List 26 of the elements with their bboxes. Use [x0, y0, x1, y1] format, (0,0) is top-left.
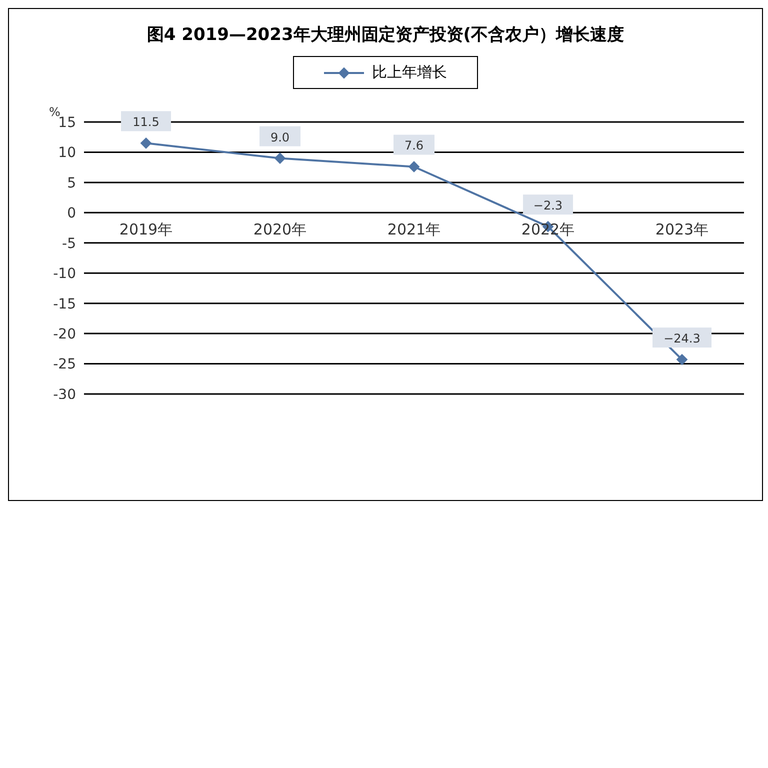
x-tick-label: 2019年: [119, 220, 173, 239]
legend-label: 比上年增长: [372, 63, 447, 82]
x-tick-label: 2021年: [387, 220, 441, 239]
y-tick-label: -30: [53, 386, 76, 403]
data-label: 7.6: [404, 138, 424, 153]
y-tick-label: -5: [62, 236, 76, 252]
point: [676, 354, 688, 366]
y-tick-label: -20: [53, 326, 76, 343]
x-tick-label: 2023年: [655, 220, 709, 239]
y-tick-label: -10: [53, 266, 76, 282]
chart-title: 图4 2019—2023年大理州固定资产投资(不含农户）增长速度: [146, 24, 626, 46]
data-label: 11.5: [132, 115, 160, 130]
x-tick-label: 2020年: [253, 220, 307, 239]
point: [274, 152, 286, 164]
y-tick-label: 0: [67, 206, 76, 222]
y-tick-label: 5: [67, 175, 76, 192]
data-label: −24.3: [664, 332, 700, 346]
y-tick-label: -25: [53, 356, 76, 373]
y-tick-label: 10: [58, 145, 76, 162]
point: [140, 138, 152, 149]
y-axis-title: %: [49, 105, 60, 119]
data-label: 9.0: [270, 130, 290, 144]
point: [408, 161, 420, 172]
y-tick-label: 15: [58, 114, 76, 131]
y-tick-label: -15: [53, 296, 76, 312]
data-label: −2.3: [533, 198, 563, 213]
